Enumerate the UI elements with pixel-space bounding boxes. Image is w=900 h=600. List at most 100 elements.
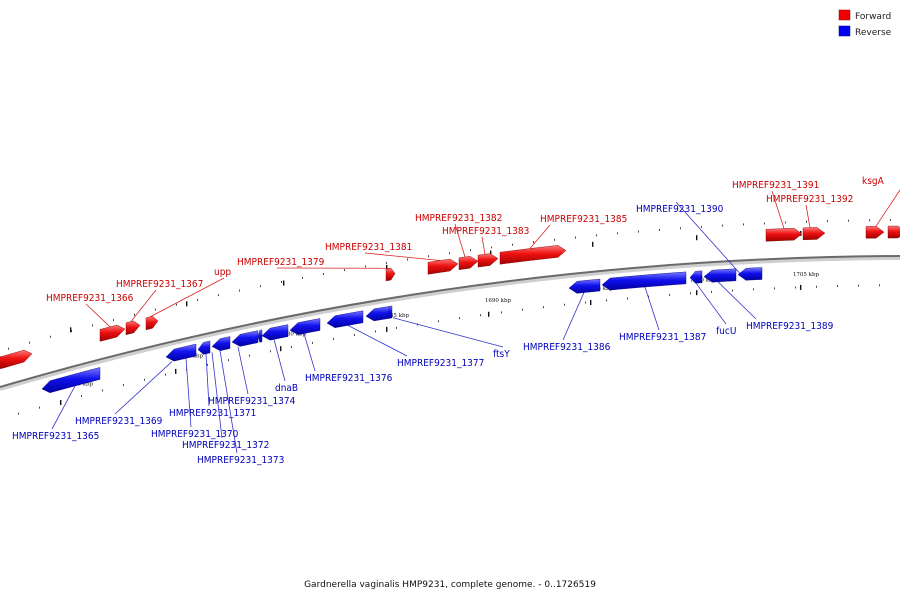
leader-hmpref9231-1365	[51, 385, 76, 430]
legend-reverse-swatch	[838, 25, 851, 37]
label-hmpref9231-1383[interactable]: HMPREF9231_1383	[442, 226, 529, 237]
label-hmpref9231-1379[interactable]: HMPREF9231_1379	[237, 257, 325, 268]
label-fucu[interactable]: fucU	[716, 326, 736, 337]
gene-hmpref9231-1391[interactable]	[765, 227, 803, 242]
forward-track-dot	[8, 347, 9, 350]
gene-hmpref9231-1383[interactable]	[477, 253, 499, 268]
label-hmpref9231-1391[interactable]: HMPREF9231_1391	[732, 180, 819, 191]
leader-ksga	[875, 189, 900, 227]
gene-hmpref9231-1366[interactable]	[99, 324, 126, 342]
label-hmpref9231-1367[interactable]: HMPREF9231_1367	[116, 279, 203, 290]
forward-track-dot	[155, 308, 156, 311]
gene-hmpref9231-1367[interactable]	[125, 320, 141, 336]
gene-hmpref9231-1371[interactable]	[211, 336, 231, 351]
label-dnab[interactable]: dnaB	[275, 383, 298, 394]
gene-hmpref9231-1377[interactable]	[365, 306, 391, 322]
label-hmpref9231-1369[interactable]: HMPREF9231_1369	[75, 416, 163, 427]
label-hmpref9231-1366[interactable]: HMPREF9231_1366	[46, 293, 134, 304]
forward-track-dot	[764, 222, 765, 225]
forward-track-dot	[449, 252, 450, 255]
gene-hmpref9231-1390[interactable]	[689, 270, 703, 284]
gene-hmpref9231-1389[interactable]	[737, 267, 763, 281]
reverse-track-dot	[102, 389, 103, 392]
gene-ksga[interactable]	[865, 225, 885, 239]
leader-hmpref9231-1389	[717, 281, 757, 320]
forward-track-dot	[71, 330, 72, 333]
reverse-track-dot	[291, 345, 292, 348]
reverse-track-dot	[774, 287, 775, 290]
kbp-label-1680: 1680 kbp	[280, 332, 307, 338]
forward-track-dot	[92, 324, 93, 327]
label-hmpref9231-1385[interactable]: HMPREF9231_1385	[540, 214, 627, 225]
reverse-track-dot	[480, 314, 481, 317]
forward-track-dot	[302, 276, 303, 279]
leader-hmpref9231-1385	[529, 224, 551, 249]
forward-track-dot	[638, 230, 639, 233]
gene-hmpref9231-1385[interactable]	[499, 245, 567, 265]
gene-hmpref9231-1382[interactable]	[458, 256, 479, 270]
gene-hmpref9231-1379[interactable]	[385, 267, 396, 282]
forward-track-dot	[470, 249, 471, 252]
label-hmpref9231-1372[interactable]: HMPREF9231_1372	[182, 440, 269, 451]
gene-hmpref9231-1381[interactable]	[427, 258, 459, 275]
leader-hmpref9231-1376	[303, 333, 316, 372]
leader-hmpref9231-1382	[454, 223, 466, 258]
label-leaders	[51, 189, 900, 454]
gene-hmpref9231-1376[interactable]	[326, 310, 364, 328]
reverse-track-dot	[18, 412, 19, 415]
label-hmpref9231-1371[interactable]: HMPREF9231_1371	[169, 408, 256, 419]
gene-features	[0, 225, 900, 393]
label-hmpref9231-1381[interactable]: HMPREF9231_1381	[325, 242, 412, 253]
label-hmpref9231-1386[interactable]: HMPREF9231_1386	[523, 342, 611, 353]
label-upp[interactable]: upp	[214, 267, 231, 278]
gene-ftsy[interactable]	[387, 305, 393, 319]
forward-track-dot	[680, 227, 681, 230]
gene-hmpref9231-1386[interactable]	[568, 278, 601, 294]
leader-hmpref9231-1386	[562, 292, 585, 341]
reverse-track-dot	[396, 326, 397, 329]
gene-hmpref9231-1369[interactable]	[165, 343, 197, 362]
label-hmpref9231-1376[interactable]: HMPREF9231_1376	[305, 373, 393, 384]
gene-hmpref9231-1370[interactable]	[197, 340, 211, 355]
label-hmpref9231-1374[interactable]: HMPREF9231_1374	[208, 396, 296, 407]
label-hmpref9231-1365[interactable]: HMPREF9231_1365	[12, 431, 99, 442]
forward-track-dot	[701, 225, 702, 228]
label-hmpref9231-1390[interactable]: HMPREF9231_1390	[636, 204, 724, 215]
major-tick	[488, 311, 490, 317]
reverse-track-dot	[669, 293, 670, 296]
gene-dnab[interactable]	[289, 318, 321, 335]
gene-hmpref9231-1365[interactable]	[41, 367, 101, 393]
reverse-track-dot	[228, 359, 229, 362]
label-hmpref9231-1370[interactable]: HMPREF9231_1370	[151, 429, 239, 440]
gene-hmpref9231-1392[interactable]	[802, 227, 826, 241]
forward-track-dot	[323, 272, 324, 275]
legend-forward-swatch	[838, 9, 851, 21]
major-tick	[60, 400, 62, 406]
label-ksga[interactable]: ksgA	[862, 176, 885, 187]
label-hmpref9231-1377[interactable]: HMPREF9231_1377	[397, 358, 484, 369]
gene-hmpref9231-1372[interactable]	[231, 330, 259, 347]
gene-partial-left[interactable]	[0, 349, 33, 369]
gene-hmpref9231-1374[interactable]	[261, 324, 289, 341]
label-hmpref9231-1392[interactable]: HMPREF9231_1392	[766, 194, 853, 205]
forward-track-dot	[134, 313, 135, 316]
forward-track-dot	[533, 241, 534, 244]
kbp-label-1695: 1695 kbp	[587, 286, 614, 292]
forward-track-dot	[407, 258, 408, 261]
leader-hmpref9231-1391	[771, 190, 785, 229]
genome-backbone	[0, 255, 900, 388]
label-hmpref9231-1382[interactable]: HMPREF9231_1382	[415, 213, 502, 224]
label-ftsy[interactable]: ftsY	[493, 349, 510, 360]
label-hmpref9231-1373[interactable]: HMPREF9231_1373	[197, 455, 284, 466]
label-hmpref9231-1387[interactable]: HMPREF9231_1387	[619, 332, 706, 343]
gene-hmpref9231-1373[interactable]	[257, 329, 263, 343]
gene-hmpref9231-1387[interactable]	[601, 271, 687, 291]
forward-track-dot	[806, 220, 807, 223]
gene-partial-right[interactable]	[887, 225, 900, 239]
leader-upp	[149, 277, 225, 318]
leader-ftsy	[392, 317, 504, 348]
gene-upp[interactable]	[145, 316, 159, 331]
gene-fucu[interactable]	[703, 268, 737, 283]
kbp-label-1705: 1705 kbp	[793, 272, 820, 278]
label-hmpref9231-1389[interactable]: HMPREF9231_1389	[746, 321, 834, 332]
